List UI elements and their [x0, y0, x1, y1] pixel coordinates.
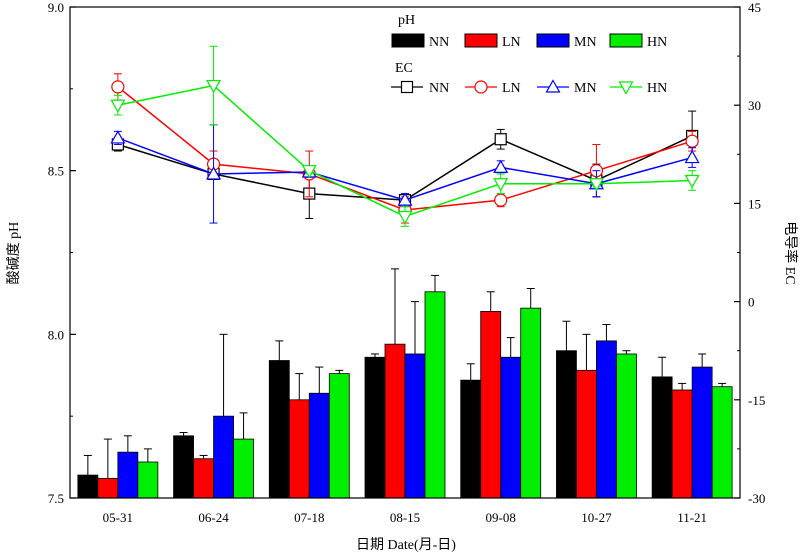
x-axis-tick-label: 06-24 [198, 510, 229, 525]
legend-ec-nn-marker [391, 80, 423, 94]
legend-ph-hn-swatch [609, 33, 643, 48]
bar-ln [384, 343, 406, 499]
x-axis-tick-label: 07-18 [294, 510, 324, 525]
ec-point-mn [493, 159, 509, 173]
x-axis-tick-label: 05-31 [103, 510, 133, 525]
bar-mn [213, 415, 234, 499]
legend-ec-hn-marker [610, 81, 642, 95]
legend-ph-mn-label: MN [574, 35, 597, 50]
right-axis-tick-label: -30 [748, 491, 765, 506]
bar-nn [173, 435, 194, 499]
bar-mn [117, 451, 139, 499]
x-axis-tick-label: 10-27 [581, 510, 612, 525]
bar-nn [364, 356, 386, 499]
ec-point-hn [397, 210, 413, 225]
bar-mn [596, 340, 617, 499]
legend-ec-ln-marker [465, 80, 497, 94]
bar-ln [480, 311, 502, 499]
bar-hn [137, 461, 159, 499]
right-axis-tick-label: 45 [748, 0, 761, 15]
legend-ec-hn-label: HN [647, 81, 667, 96]
bar-mn [308, 392, 330, 499]
right-axis-tick-label: -15 [748, 393, 765, 408]
legend-ec-title: EC [395, 61, 413, 76]
ec-point-hn [684, 174, 700, 189]
ec-point-hn [493, 178, 509, 192]
bar-hn [711, 386, 733, 499]
legend: pH NN LN MN HN EC NN LN MN HN [391, 13, 667, 96]
left-axis-tick-label: 8.5 [48, 164, 64, 179]
legend-ec-mn-label: MN [574, 81, 597, 96]
axes-layer: 7.5 8.0 8.5 9.0 -30 -15 0 15 30 45 05-31 06-24 07-18… [48, 0, 766, 525]
x-axis-tick-label: 09-08 [486, 510, 516, 525]
bar-ln [671, 389, 693, 499]
legend-ec-ln-label: LN [502, 81, 521, 96]
ec-point-hn [588, 178, 604, 192]
bar-ln [288, 399, 310, 499]
lines-layer [110, 45, 700, 227]
ec-point-mn [397, 192, 413, 206]
ec-point-mn [110, 130, 126, 144]
ec-line-ln [117, 86, 693, 211]
right-axis-tick-label: 0 [748, 295, 755, 310]
legend-ph-ln-swatch [464, 33, 498, 48]
right-axis-title: 电导率 EC [782, 221, 799, 284]
ec-point-hn [206, 79, 222, 94]
ec-point-mn [684, 149, 700, 164]
legend-ph-title: pH [398, 13, 415, 28]
bar-hn [424, 291, 446, 499]
ec-point-mn [206, 166, 222, 180]
bar-nn [460, 379, 482, 499]
legend-ph-ln-label: LN [502, 35, 521, 50]
x-axis-tick-label: 08-15 [390, 510, 420, 525]
legend-ec-nn-label: NN [429, 81, 449, 96]
ec-line-mn [117, 137, 693, 201]
legend-ph-nn-label: NN [429, 35, 449, 50]
legend-ph-hn-label: HN [647, 35, 667, 50]
bar-hn [520, 307, 542, 499]
bar-hn [233, 438, 254, 499]
bar-ln [193, 458, 214, 499]
ec-point-hn [110, 99, 126, 113]
left-axis-tick-label: 8.0 [48, 327, 64, 342]
ec-point-ln [685, 134, 699, 148]
bar-hn [328, 373, 350, 499]
legend-ph-mn-swatch [536, 33, 570, 48]
ec-point-hn [301, 165, 317, 179]
left-axis-title: 酸碱度 pH [6, 222, 22, 285]
bar-mn [691, 366, 713, 499]
right-axis-tick-label: 30 [748, 98, 761, 113]
ec-point-nn [494, 133, 507, 146]
bar-nn [77, 474, 99, 499]
left-axis-tick-label: 9.0 [48, 0, 64, 15]
bar-ln [576, 369, 597, 499]
legend-ph-nn-swatch [391, 33, 425, 48]
bars-layer [77, 268, 733, 499]
ec-point-ln [111, 80, 125, 94]
bar-nn [556, 350, 577, 499]
legend-ec-mn-marker [537, 79, 569, 93]
ec-point-ln [494, 193, 508, 207]
x-axis-tick-label: 11-21 [677, 510, 707, 525]
bar-hn [616, 353, 637, 499]
bar-nn [651, 376, 673, 499]
bar-mn [404, 353, 426, 499]
right-axis-tick-label: 15 [748, 196, 761, 211]
x-axis-title: 日期 Date(月-日) [356, 537, 456, 553]
bar-ln [97, 477, 119, 499]
bar-nn [268, 360, 290, 499]
bar-mn [500, 356, 522, 499]
left-axis-tick-label: 7.5 [48, 491, 64, 506]
